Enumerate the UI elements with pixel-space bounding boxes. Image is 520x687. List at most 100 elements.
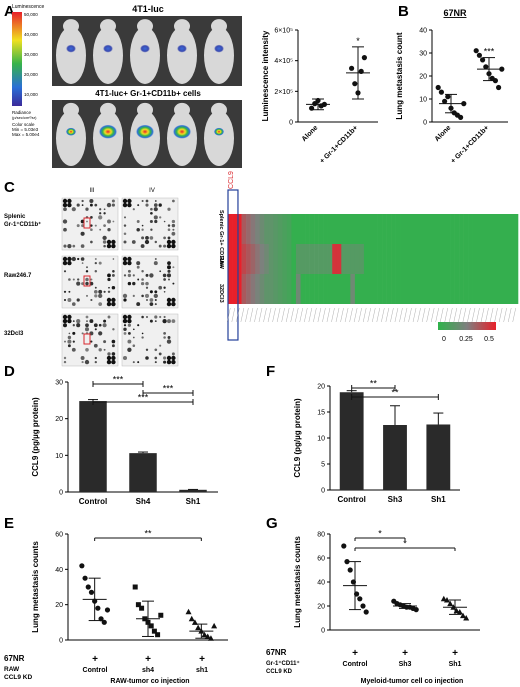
heatmap-cell [336,214,342,244]
blot-spot [63,207,67,212]
blot-spot [141,228,144,231]
blot-spot [68,290,71,293]
heatmap-cell [504,274,510,304]
heatmap-cell [508,214,514,244]
heatmap-cell [259,244,265,274]
blot-spot [63,356,67,360]
ccl9-highlight-box [83,217,91,229]
heatmap-cell [354,274,360,304]
blot-spot [122,355,128,361]
heatmap-column-label-mark [421,307,426,323]
blot-spot [145,281,149,286]
chart-f-y-axis-label: CCL9 (pg/µg protein) [293,398,302,478]
comparison-label: * [403,539,407,549]
blot-spot [86,320,88,322]
heatmap-cell [232,274,238,304]
heatmap-cell [472,214,478,244]
blot-spot [149,219,153,224]
blot-spot [63,360,67,364]
heatmap-cell [350,244,356,274]
heatmap-column-label-mark [344,307,349,323]
heatmap-cell [386,274,392,304]
blot-spot [123,298,127,302]
heatmap-cell [264,244,270,274]
heatmap-cell [295,274,301,304]
chart-e-lung-metastasis-raw: 0 20 40 60 Lung metastasis counts ** [31,529,228,645]
data-point [352,81,358,87]
radiance-label: Radiance [12,110,32,115]
heatmap-cell [445,214,451,244]
blot-spot [171,231,176,236]
x-tick-label: Alone [301,124,320,143]
blot-spot [167,278,171,281]
blot-spot [85,270,89,273]
blot-spot [72,278,75,281]
chart-a-y-tick-label: 0 [289,120,293,127]
blot-spot [145,236,149,240]
blot-spot [111,355,116,361]
heatmap-cell [513,244,519,274]
blot-spot [111,199,115,203]
blot-spot [67,318,72,324]
blot-spot [85,281,89,286]
heatmap-cell [323,214,328,244]
heatmap-cell [241,244,247,274]
blot-spot [111,339,116,344]
heatmap-cell [486,274,492,304]
blot-spot [94,360,97,364]
chart-a-luminescence: 0 2×10⁵ 4×10⁵ 6×10⁵ Luminescence intensity Al… [261,28,378,165]
blot-spot [103,208,106,211]
heatmap-legend-tick-1: 0.25 [459,336,473,343]
heatmap-cell [309,214,315,244]
heatmap-cell [246,274,251,304]
heatmap-cell [477,214,483,244]
chart-g-y-tick-label: 80 [317,532,325,539]
heatmap-cell [450,244,455,274]
heatmap-cell [323,244,328,274]
heatmap-cell [427,214,433,244]
blot-spot [150,207,153,211]
heatmap-cell [508,244,514,274]
blot-spot [76,323,81,328]
blot-spot [62,202,68,208]
heatmap-cell [386,244,392,274]
blot-spot [111,344,115,348]
blot-spot [166,359,172,365]
luminescence-signal [177,44,187,53]
heatmap-column-label-mark [476,307,480,323]
heatmap-cell [504,244,510,274]
panel-letter-g: G [266,515,278,532]
data-point [413,607,419,613]
blot-spot [112,220,115,223]
blot-spot [76,281,81,286]
cond-e-67nr: 67NR [4,654,25,663]
blot-spot [154,320,157,323]
blot-spot [72,324,75,327]
blot-spot [107,352,111,356]
luminescence-signal [103,44,113,53]
comparison-label: ** [144,529,152,539]
heatmap-cell [300,244,306,274]
heatmap-column-label-mark [444,307,448,323]
heatmap-cell [309,274,315,304]
blot-spot [171,319,176,323]
heatmap-cell [250,244,256,274]
data-point [435,84,441,91]
heatmap-cell [277,244,283,274]
blot-spot [111,359,116,365]
heatmap-column-label-mark [245,307,249,323]
heatmap-cell [305,244,310,274]
heatmap-cell [495,214,501,244]
blot-spot [149,273,154,278]
blot-spot [62,318,68,324]
blot-spot [62,260,68,266]
blot-spot [127,273,132,278]
data-point [85,584,91,590]
blot-spot [171,223,176,228]
comparison-label: *** [163,384,174,394]
heatmap-column-label-mark [236,307,240,323]
heatmap-cell [327,244,333,274]
colorbar-tick-label: 20,000 [24,72,38,77]
